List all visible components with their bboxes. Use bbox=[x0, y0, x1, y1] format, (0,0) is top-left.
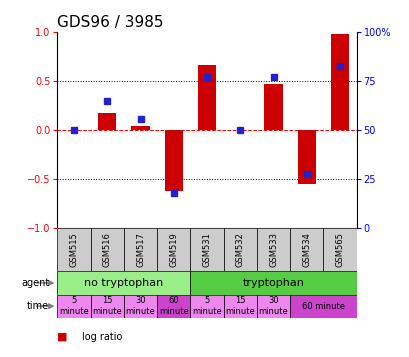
Text: GSM516: GSM516 bbox=[103, 232, 112, 267]
Text: GSM565: GSM565 bbox=[335, 232, 344, 267]
Text: tryptophan: tryptophan bbox=[242, 278, 304, 288]
Bar bbox=[323, 228, 356, 271]
Text: GSM533: GSM533 bbox=[268, 232, 277, 267]
Text: GSM534: GSM534 bbox=[301, 232, 310, 267]
Bar bbox=[330, 34, 348, 130]
Bar bbox=[190, 228, 223, 271]
Text: GSM531: GSM531 bbox=[202, 232, 211, 267]
Text: GSM519: GSM519 bbox=[169, 232, 178, 267]
Bar bbox=[90, 228, 124, 271]
Text: 15
minute: 15 minute bbox=[225, 296, 254, 316]
Text: GDS96 / 3985: GDS96 / 3985 bbox=[57, 15, 164, 30]
Bar bbox=[124, 228, 157, 271]
Bar bbox=[223, 228, 256, 271]
Text: agent: agent bbox=[21, 278, 49, 288]
Bar bbox=[297, 130, 315, 184]
Text: 30
minute: 30 minute bbox=[125, 296, 155, 316]
Text: GSM532: GSM532 bbox=[235, 232, 244, 267]
Text: GSM517: GSM517 bbox=[136, 232, 145, 267]
Bar bbox=[256, 228, 290, 271]
Bar bbox=[198, 65, 216, 130]
Text: GSM515: GSM515 bbox=[70, 232, 79, 267]
Text: time: time bbox=[27, 301, 49, 311]
Bar bbox=[124, 295, 157, 318]
Bar bbox=[57, 271, 190, 295]
Bar bbox=[90, 295, 124, 318]
Text: 60 minute: 60 minute bbox=[301, 302, 344, 311]
Text: 5
minute: 5 minute bbox=[192, 296, 221, 316]
Text: no tryptophan: no tryptophan bbox=[84, 278, 163, 288]
Bar bbox=[164, 130, 182, 191]
Text: 60
minute: 60 minute bbox=[159, 296, 188, 316]
Bar bbox=[190, 271, 356, 295]
Bar bbox=[190, 295, 223, 318]
Bar bbox=[290, 295, 356, 318]
Bar bbox=[256, 295, 290, 318]
Text: log ratio: log ratio bbox=[82, 332, 122, 342]
Text: 15
minute: 15 minute bbox=[92, 296, 122, 316]
Text: ■: ■ bbox=[57, 332, 68, 342]
Bar bbox=[157, 295, 190, 318]
Bar bbox=[290, 228, 323, 271]
Bar bbox=[157, 228, 190, 271]
Bar bbox=[264, 84, 282, 130]
Bar bbox=[223, 295, 256, 318]
Text: 30
minute: 30 minute bbox=[258, 296, 288, 316]
Text: 5
minute: 5 minute bbox=[59, 296, 89, 316]
Bar bbox=[57, 295, 90, 318]
Bar bbox=[57, 228, 90, 271]
Bar bbox=[98, 113, 116, 130]
Bar bbox=[131, 126, 149, 130]
